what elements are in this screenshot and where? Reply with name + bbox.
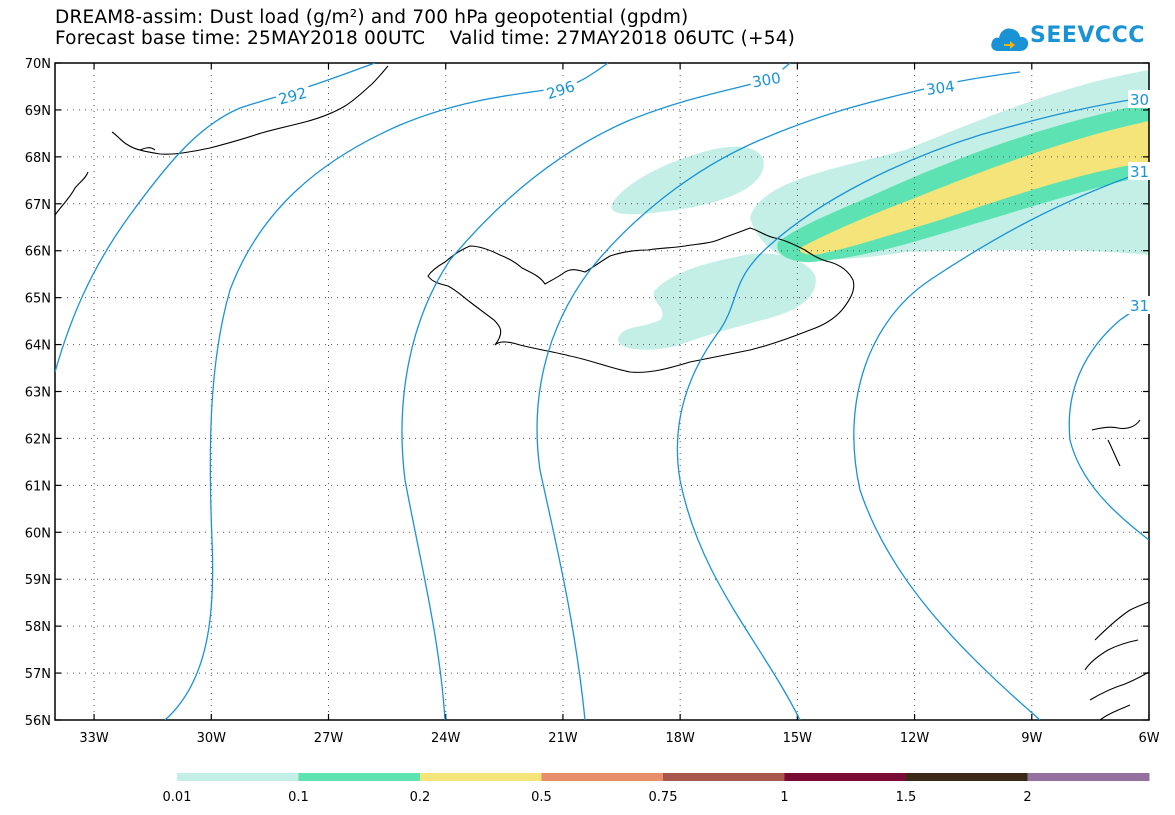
lon-label: 6W [1138,731,1159,746]
lat-label: 60N [25,526,51,541]
colorbar-label: 2 [1023,790,1031,805]
colorbar-label: 0.01 [163,790,192,805]
colorbar-segment [784,773,907,781]
lat-label: 59N [25,573,51,588]
colorbar-segment [177,773,299,781]
colorbar-segment [298,773,421,781]
colorbar-label: 0.5 [531,790,552,805]
contour-line [401,63,791,720]
contour-line [1068,299,1149,541]
graticule [55,63,1149,720]
lat-label: 69N [25,104,51,119]
contour-line [853,169,1149,720]
colorbar-label: 0.1 [288,790,309,805]
faroe-coast [1091,419,1141,467]
colorbar-label: 1.5 [896,790,917,805]
colorbar-label: 1 [780,790,788,805]
lat-label: 63N [25,386,51,401]
contour-label: 292 [276,84,308,109]
lat-label: 65N [25,292,51,307]
lat-label: 64N [25,339,51,354]
latitude-labels: 70N 69N 68N 67N 66N 65N 64N 63N 62N 61N 60N 59N 58N 5… [25,57,51,729]
lat-label: 61N [25,479,51,494]
dust-area-0.2 [799,121,1149,255]
map-title: DREAM8-assim: Dust load (g/m²) and 700 h… [55,7,689,28]
lat-label: 62N [25,432,51,447]
lat-label: 70N [25,57,51,72]
contour-line [164,63,609,720]
geopotential-contours [55,63,1149,720]
contour-line [676,96,1149,720]
lon-label: 33W [79,731,109,746]
greenland-coast [55,65,389,216]
longitude-labels: 33W 30W 27W 24W 21W 18W 15W 12W 9W 6W [79,731,1159,746]
lon-label: 18W [665,731,695,746]
lon-label: 30W [197,731,227,746]
map-subtitle: Forecast base time: 25MAY2018 00UTC Vali… [55,28,796,49]
cloud-icon [991,28,1029,51]
lat-label: 67N [25,198,51,213]
contour-label: 296 [544,77,577,103]
colorbar-segment [420,773,542,781]
lat-label: 66N [25,245,51,260]
colorbar-segment [906,773,1028,781]
colorbar-segment [1027,773,1150,781]
lat-label: 58N [25,620,51,635]
seevccc-logo: SEEVCCC [990,19,1144,59]
lon-label: 12W [900,731,930,746]
colorbar-label: 0.75 [649,790,678,805]
lon-label: 9W [1021,731,1042,746]
contour-line [55,63,376,373]
iceland-coast [427,227,855,373]
contour-labels: 292 296 300 304 30 31 31 [274,67,1150,315]
dust-area-0.01-c [618,253,816,350]
coastlines [55,65,1149,720]
lon-label: 24W [431,731,461,746]
colorbar-segment [663,773,785,781]
contour-line [536,71,1021,720]
contour-label: 30 [1130,91,1149,109]
colorbar-segment [541,773,664,781]
contour-label: 31 [1130,163,1149,181]
scotland-coast [1084,601,1149,720]
colorbar: 0.01 0.1 0.2 0.5 0.75 1 1.5 2 [163,773,1150,805]
lon-label: 15W [783,731,813,746]
colorbar-label: 0.2 [410,790,431,805]
logo-text: SEEVCCC [1030,23,1145,48]
lat-label: 57N [25,667,51,682]
lat-label: 56N [25,714,51,729]
contour-label: 300 [751,69,782,92]
lat-label: 68N [25,151,51,166]
contour-label: 31 [1130,297,1149,315]
contour-label: 304 [925,77,956,99]
lon-label: 21W [548,731,578,746]
lon-label: 27W [314,731,344,746]
